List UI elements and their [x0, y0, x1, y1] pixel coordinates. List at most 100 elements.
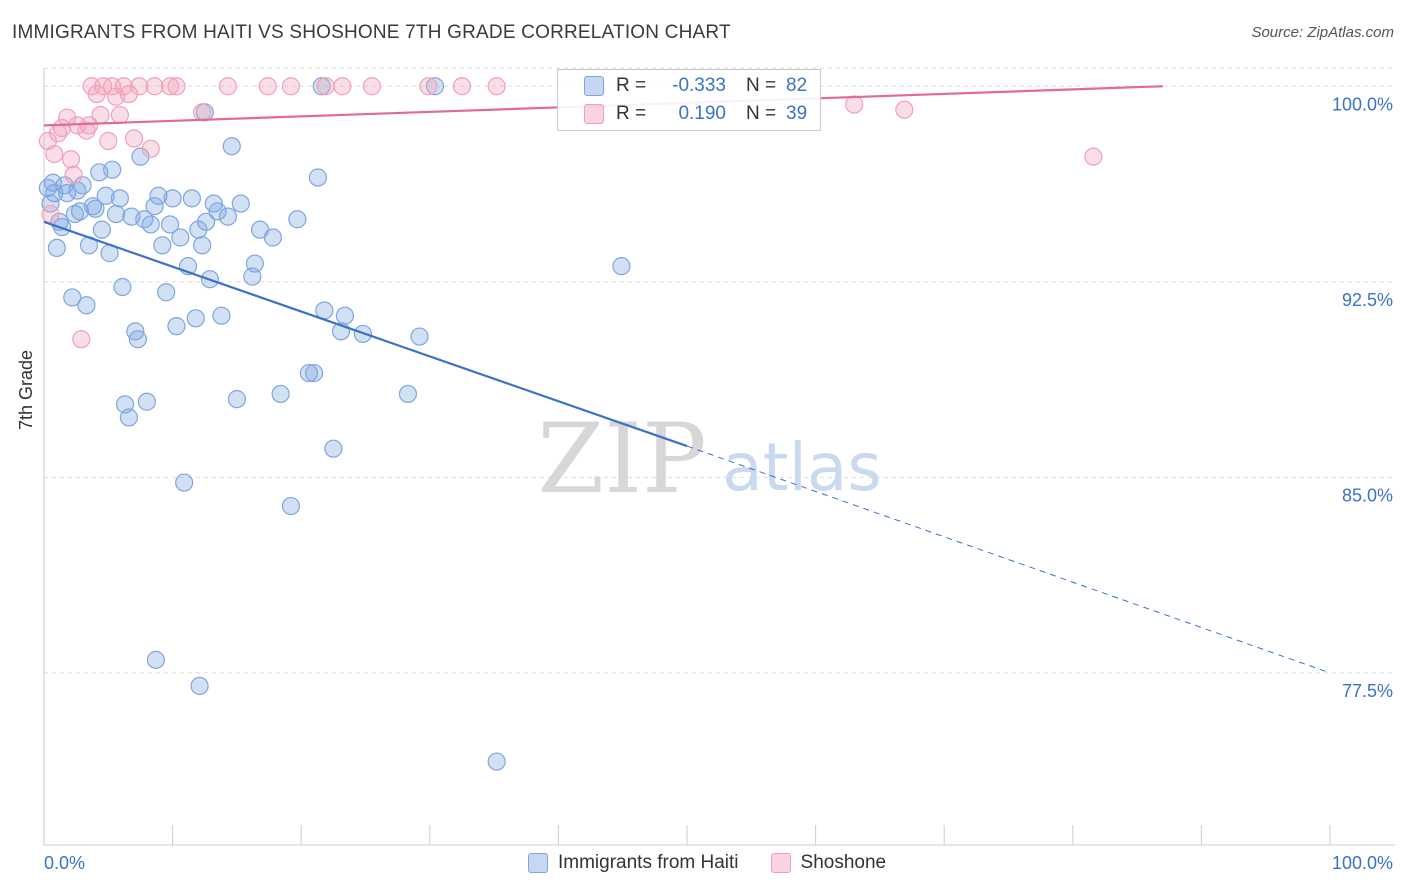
legend-item-shoshone[interactable]: Shoshone: [770, 852, 887, 874]
haiti-point: [163, 189, 182, 208]
shoshone-point: [72, 330, 91, 349]
shoshone-point: [77, 121, 96, 140]
haiti-point: [281, 496, 301, 516]
stats-row-shoshone: R = 0.190 N = 39: [558, 100, 807, 128]
haiti-point: [196, 212, 216, 231]
shoshone-point: [281, 77, 301, 96]
legend-label-shoshone: Shoshone: [800, 852, 887, 873]
tick-labels: 100.0% 92.5% 85.0% 77.5% 0.0% 100.0%: [44, 94, 1393, 873]
haiti-point: [335, 306, 355, 325]
shoshone-point: [316, 77, 335, 96]
y-tick-label: 92.5%: [1342, 290, 1393, 310]
haiti-point: [222, 137, 241, 156]
haiti-point: [47, 238, 66, 258]
haiti-point: [86, 199, 105, 218]
stats-row-haiti: R = -0.333 N = 82: [558, 72, 807, 100]
haiti-point: [410, 327, 429, 346]
series-legend: Immigrants from Haiti Shoshone: [528, 852, 908, 874]
shoshone-point: [895, 100, 914, 119]
watermark: ZIP atlas: [537, 403, 881, 515]
data-points: [38, 77, 1103, 771]
r-label: R =: [616, 103, 647, 124]
shoshone-point: [218, 77, 237, 96]
source-credit: Source: ZipAtlas.com: [1251, 24, 1394, 41]
shoshone-point: [45, 144, 64, 164]
haiti-point: [231, 194, 250, 213]
haiti-point: [77, 296, 96, 315]
haiti-point: [92, 220, 111, 239]
haiti-point: [119, 408, 138, 427]
haiti-point: [308, 168, 328, 187]
haiti-point: [175, 473, 194, 492]
haiti-point: [193, 236, 212, 255]
haiti-point: [63, 288, 82, 307]
haiti-point: [186, 309, 205, 328]
shoshone-point: [258, 77, 277, 96]
haiti-point: [83, 197, 102, 216]
shoshone-point: [160, 77, 180, 96]
haiti-point: [612, 257, 631, 276]
n-value: 82: [786, 75, 808, 96]
haiti-point: [137, 392, 156, 411]
legend-item-haiti[interactable]: Immigrants from Haiti: [528, 852, 739, 874]
y-tick-label: 100.0%: [1332, 94, 1393, 114]
haiti-point: [304, 363, 324, 383]
haiti-point: [245, 254, 265, 273]
haiti-point: [190, 676, 209, 696]
chart-title: IMMIGRANTS FROM HAITI VS SHOSHONE 7TH GR…: [12, 22, 731, 43]
haiti-point: [41, 194, 60, 213]
shoshone-point: [1084, 147, 1103, 166]
haiti-point: [157, 283, 176, 302]
x-tick-label: 0.0%: [44, 853, 85, 873]
haiti-point: [208, 202, 227, 221]
legend-label-haiti: Immigrants from Haiti: [558, 852, 739, 873]
legend-swatch-haiti: [584, 76, 604, 96]
legend-swatch-shoshone: [584, 104, 604, 124]
haiti-point: [299, 363, 319, 383]
shoshone-point: [41, 204, 60, 224]
shoshone-point: [99, 131, 118, 151]
haiti-point: [96, 186, 115, 205]
axes: [43, 68, 1395, 846]
haiti-point: [227, 390, 246, 409]
haiti-point: [312, 77, 331, 96]
shoshone-point: [845, 95, 864, 114]
shoshone-point: [130, 77, 149, 96]
haiti-trendline: [43, 220, 688, 448]
shoshone-point: [362, 77, 382, 96]
haiti-point: [73, 176, 92, 195]
haiti-point: [141, 215, 160, 234]
haiti-point: [146, 650, 165, 669]
shoshone-point: [333, 77, 352, 96]
haiti-point: [153, 236, 172, 255]
haiti-point: [110, 189, 129, 208]
trend-lines: [43, 85, 1331, 674]
y-tick-label: 85.0%: [1342, 485, 1393, 505]
shoshone-point: [141, 139, 160, 158]
shoshone-point: [452, 77, 472, 96]
haiti-point: [113, 277, 132, 297]
shoshone-point: [145, 77, 164, 96]
n-label: N =: [746, 75, 777, 96]
haiti-point: [487, 752, 506, 771]
haiti-point: [58, 184, 77, 203]
haiti-trendline-extension: [686, 445, 1331, 674]
haiti-point: [103, 160, 122, 179]
shoshone-point: [64, 165, 83, 185]
haiti-point: [398, 384, 418, 404]
shoshone-point: [487, 77, 506, 96]
shoshone-point: [110, 105, 129, 125]
n-value: 39: [786, 103, 808, 124]
haiti-point: [106, 204, 126, 224]
grid-lines: [44, 67, 1395, 674]
n-label: N =: [746, 103, 777, 124]
haiti-point: [160, 215, 180, 234]
haiti-point: [149, 186, 168, 205]
haiti-point: [128, 330, 147, 349]
shoshone-point: [193, 103, 212, 122]
haiti-point: [218, 207, 237, 226]
haiti-point: [182, 189, 201, 208]
haiti-point: [212, 306, 231, 325]
shoshone-point: [167, 77, 186, 96]
